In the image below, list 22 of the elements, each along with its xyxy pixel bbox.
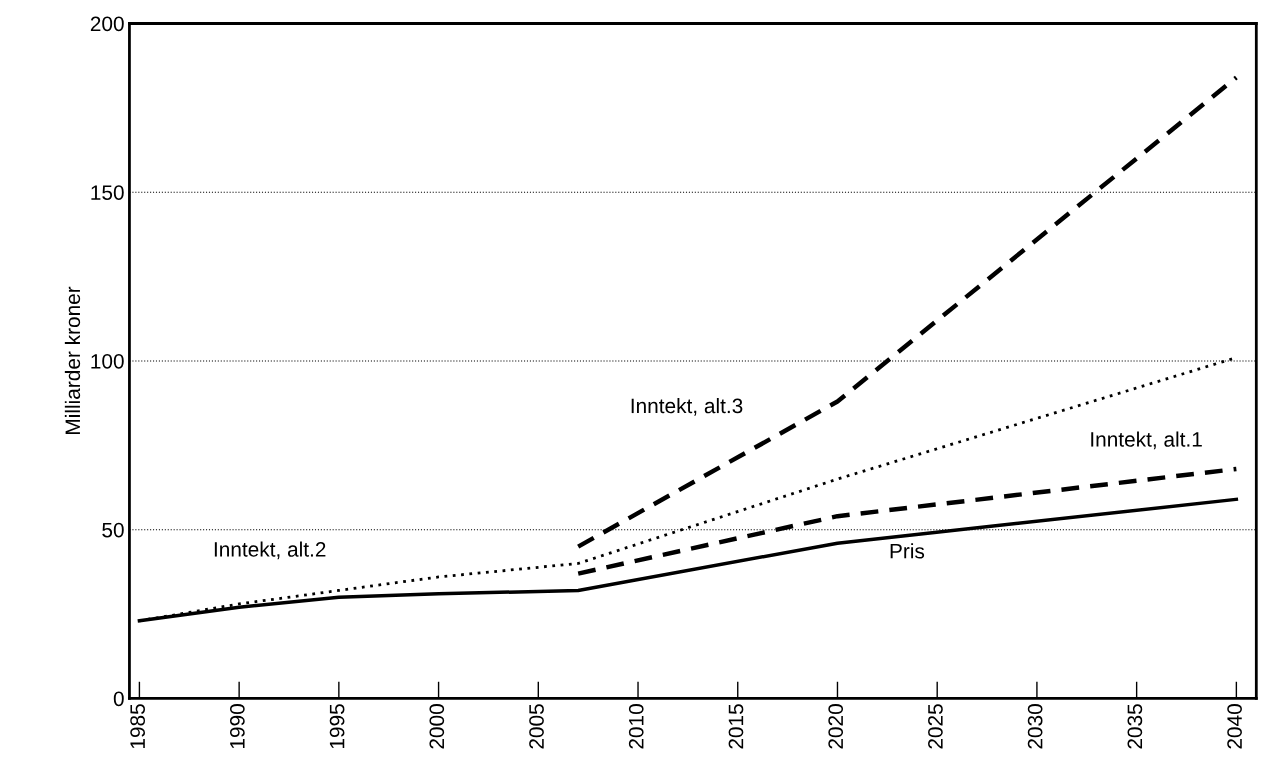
x-tick-label: 2035 [1127,704,1143,749]
y-tick-label: 100 [91,353,124,369]
x-tick-label: 2040 [1227,704,1242,749]
y-tick-label: 150 [91,185,124,200]
x-tick-label: 2005 [529,704,544,749]
y-tick-label: 200 [90,16,124,32]
x-tick-label: 2000 [429,704,445,749]
y-tick-label: 0 [113,691,124,707]
y-axis-title: Milliarder kroner [64,286,81,434]
x-tick-label: 1990 [229,704,245,749]
series-label: Inntekt, alt.3 [631,397,743,416]
y-tick-label: 50 [102,522,124,538]
x-tick-label: 2015 [728,704,744,749]
x-tick-label: 1995 [329,704,345,749]
series-label: Pris [890,543,925,559]
series-label: Inntekt, alt.1 [1091,431,1202,450]
x-tick-label: 2025 [928,704,943,749]
x-tick-label: 2010 [628,704,644,749]
series-label: Inntekt, alt.2 [214,541,326,560]
x-tick-label: 1985 [130,704,145,749]
x-tick-label: 2020 [828,704,844,749]
x-tick-label: 2030 [1027,704,1043,749]
